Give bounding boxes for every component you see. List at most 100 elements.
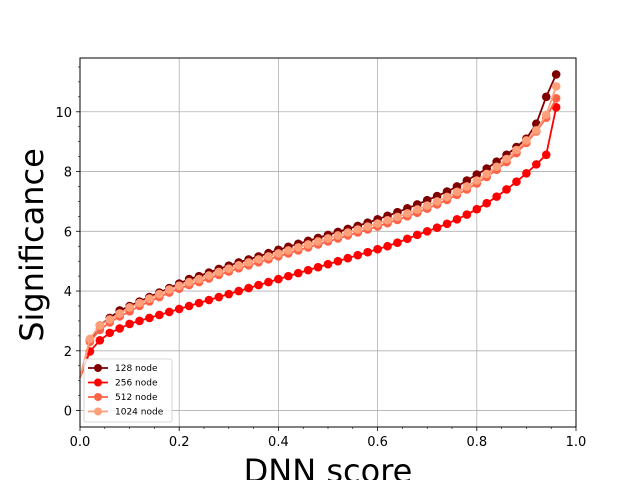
legend-marker — [94, 378, 102, 387]
data-point — [532, 160, 541, 169]
data-point — [383, 241, 392, 251]
data-point — [462, 182, 472, 191]
data-point — [393, 212, 402, 222]
data-point — [174, 304, 184, 314]
series-1024-node — [79, 82, 561, 378]
legend-box — [83, 358, 173, 423]
data-point — [333, 256, 343, 266]
data-point — [224, 264, 234, 273]
data-point — [393, 238, 402, 247]
data-point — [442, 219, 452, 229]
data-point — [482, 169, 492, 179]
legend-entry: 1024 node — [88, 407, 164, 418]
data-point — [532, 126, 541, 135]
x-tick-label: 1.0 — [566, 435, 587, 450]
data-point — [363, 222, 372, 231]
data-point — [135, 298, 144, 308]
data-point — [105, 328, 115, 338]
data-point — [432, 197, 442, 206]
data-point — [412, 205, 422, 214]
data-point — [214, 292, 224, 302]
y-tick-label: 10 — [55, 106, 72, 121]
data-point — [373, 244, 382, 254]
data-point — [95, 336, 105, 345]
series-256-node — [79, 102, 561, 379]
data-point — [403, 209, 412, 218]
data-point — [512, 177, 521, 186]
legend-entry: 256 node — [88, 378, 158, 389]
legend-label: 128 node — [115, 364, 158, 374]
y-tick-label: 6 — [64, 225, 72, 240]
data-point — [512, 145, 521, 155]
legend-label: 1024 node — [115, 408, 164, 418]
data-point — [412, 230, 422, 240]
x-tick-label: 0.0 — [70, 435, 91, 450]
data-point — [323, 259, 333, 269]
data-point — [244, 258, 253, 267]
x-tick-label: 0.6 — [367, 435, 388, 450]
data-point — [303, 240, 313, 249]
legend-label: 512 node — [115, 393, 158, 403]
data-point — [155, 310, 164, 320]
data-point — [492, 192, 501, 201]
data-point — [472, 170, 482, 179]
data-point — [343, 253, 353, 263]
data-point — [204, 295, 214, 305]
data-point — [502, 185, 511, 194]
data-point — [254, 255, 263, 264]
data-point — [373, 219, 382, 228]
data-point — [353, 225, 363, 234]
data-point — [254, 280, 263, 290]
data-point — [125, 319, 134, 329]
data-point — [234, 286, 244, 296]
legend-marker — [94, 393, 102, 401]
data-point — [244, 283, 253, 293]
data-point — [522, 169, 531, 178]
data-point — [432, 223, 442, 233]
data-point — [462, 210, 472, 219]
data-point — [422, 201, 432, 210]
data-point — [313, 262, 323, 272]
data-point — [482, 198, 492, 208]
data-point — [194, 298, 204, 308]
y-tick-label: 0 — [64, 405, 72, 420]
data-point — [274, 274, 283, 284]
data-point — [145, 313, 154, 323]
data-point — [353, 250, 363, 260]
data-point — [452, 215, 462, 224]
data-point — [363, 247, 372, 257]
data-point — [452, 187, 462, 197]
data-point — [502, 154, 511, 164]
data-point — [284, 271, 293, 281]
y-axis-label: Significance — [13, 148, 51, 342]
data-point — [343, 228, 353, 237]
data-point — [442, 192, 452, 202]
data-point — [135, 316, 144, 326]
data-point — [284, 246, 293, 255]
x-axis-label: DNN score — [244, 452, 413, 480]
data-point — [472, 176, 482, 185]
data-point — [333, 231, 343, 240]
legend-marker — [94, 364, 102, 372]
data-point — [105, 315, 115, 324]
data-point — [551, 82, 561, 91]
data-point — [125, 303, 134, 312]
data-point — [234, 261, 244, 270]
axes: 0.0 0.2 0.4 0.6 0.8 1.0 0 2 4 6 8 10 — [55, 66, 587, 450]
data-point — [541, 150, 551, 160]
legend-marker — [94, 407, 102, 416]
data-point — [492, 162, 501, 172]
data-point — [303, 265, 313, 275]
data-point — [274, 249, 283, 258]
y-tick-label: 4 — [64, 285, 72, 300]
data-point — [462, 176, 472, 185]
data-point — [472, 204, 482, 214]
data-point — [115, 324, 124, 333]
data-point — [422, 226, 432, 236]
data-point — [214, 267, 224, 277]
data-point — [383, 215, 392, 225]
data-point — [313, 237, 323, 246]
data-point — [323, 234, 333, 243]
data-point — [85, 334, 95, 344]
